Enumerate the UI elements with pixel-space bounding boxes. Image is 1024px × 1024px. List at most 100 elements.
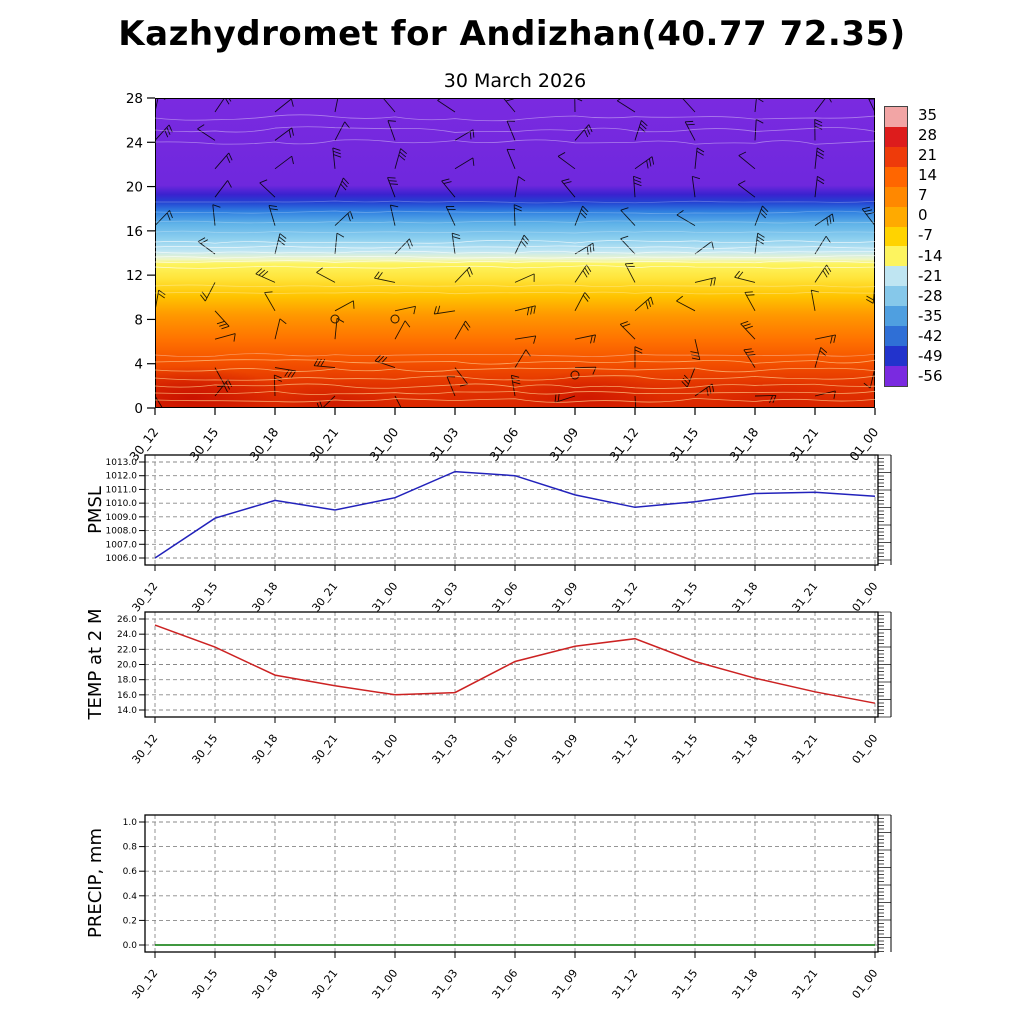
x-tick-label: 30_12 bbox=[129, 967, 160, 1001]
colorbar-segment bbox=[885, 167, 907, 187]
y-tick-label: 1013.0 bbox=[106, 458, 138, 468]
x-tick-label: 31_09 bbox=[549, 967, 580, 1001]
x-tick-label: 31_00 bbox=[369, 967, 400, 1001]
heatmap-y-tick-label: 24 bbox=[126, 135, 143, 151]
y-tick-label: 16.0 bbox=[117, 691, 137, 701]
colorbar-segment bbox=[885, 246, 907, 266]
x-tick-label: 30_21 bbox=[309, 967, 340, 1001]
x-tick-label: 31_18 bbox=[729, 967, 760, 1001]
heatmap-x-tick-label: 31_18 bbox=[726, 425, 761, 462]
colorbar-tick-label: -21 bbox=[918, 268, 943, 284]
pmsl-chart: 1013.0 1012.0 1011.0 1010.0 1009.0 1008.0 1007… bbox=[95, 447, 925, 632]
y-tick-label: 1008.0 bbox=[106, 527, 138, 537]
x-tick-label: 01_00 bbox=[849, 580, 880, 614]
x-tick-label: 31_18 bbox=[729, 580, 760, 614]
colorbar-tick-label: 35 bbox=[918, 107, 937, 123]
heatmap-x-tick-label: 31_12 bbox=[606, 425, 641, 462]
y-tick-label: 0.6 bbox=[123, 867, 138, 877]
temp2m-chart: 26.024.022.020.018.016.014.030_1230_1530… bbox=[95, 604, 925, 784]
x-tick-label: 31_12 bbox=[609, 580, 640, 614]
precip-axis-title: PRECIP, mm bbox=[85, 763, 107, 1003]
pmsl-line bbox=[155, 472, 875, 558]
x-tick-label: 01_00 bbox=[849, 967, 880, 1001]
x-tick-label: 31_15 bbox=[669, 732, 700, 766]
y-tick-label: 18.0 bbox=[117, 676, 137, 686]
y-tick-label: 1009.0 bbox=[106, 513, 138, 523]
colorbar-tick-label: -49 bbox=[918, 348, 943, 364]
y-tick-label: 26.0 bbox=[117, 615, 137, 625]
heatmap-y-tick-label: 0 bbox=[134, 401, 143, 417]
y-tick-label: 0.4 bbox=[123, 892, 138, 902]
y-tick-label: 1.0 bbox=[123, 818, 138, 828]
x-tick-label: 30_12 bbox=[129, 580, 160, 614]
y-tick-label: 1011.0 bbox=[106, 485, 138, 495]
heatmap-x-tick-label: 31_15 bbox=[666, 425, 701, 462]
y-tick-label: 0.0 bbox=[123, 941, 138, 951]
y-tick-label: 1010.0 bbox=[106, 499, 138, 509]
colorbar-segment bbox=[885, 306, 907, 326]
temp2m-axis-title: TEMP at 2 M bbox=[85, 544, 107, 784]
x-tick-label: 30_18 bbox=[249, 732, 280, 766]
x-tick-label: 31_12 bbox=[609, 732, 640, 766]
x-tick-label: 31_09 bbox=[549, 732, 580, 766]
x-tick-label: 30_15 bbox=[189, 580, 220, 614]
x-tick-label: 30_21 bbox=[309, 580, 340, 614]
colorbar-segment bbox=[885, 107, 907, 127]
x-tick-label: 31_12 bbox=[609, 967, 640, 1001]
x-tick-label: 31_18 bbox=[729, 732, 760, 766]
temperature-colorbar bbox=[884, 106, 908, 387]
colorbar-tick-label: 28 bbox=[918, 127, 937, 143]
y-tick-label: 14.0 bbox=[117, 706, 137, 716]
colorbar-segment bbox=[885, 127, 907, 147]
x-tick-label: 31_09 bbox=[549, 580, 580, 614]
x-tick-label: 30_21 bbox=[309, 732, 340, 766]
colorbar-segment bbox=[885, 187, 907, 207]
heatmap-y-tick-label: 8 bbox=[134, 312, 143, 328]
y-tick-label: 20.0 bbox=[117, 661, 137, 671]
heatmap-x-tick-label: 31_09 bbox=[546, 425, 581, 462]
heatmap-x-tick-label: 31_06 bbox=[486, 425, 521, 462]
colorbar-tick-label: -28 bbox=[918, 288, 943, 304]
x-tick-label: 31_03 bbox=[429, 732, 460, 766]
x-tick-label: 31_00 bbox=[369, 732, 400, 766]
colorbar-tick-label: -56 bbox=[918, 368, 943, 384]
heatmap-y-tick-label: 4 bbox=[134, 357, 143, 373]
x-tick-label: 31_03 bbox=[429, 580, 460, 614]
y-tick-label: 22.0 bbox=[117, 645, 137, 655]
colorbar-tick-label: -35 bbox=[918, 308, 943, 324]
colorbar-segment bbox=[885, 147, 907, 167]
x-tick-label: 31_15 bbox=[669, 967, 700, 1001]
heatmap-x-tick-label: 01_00 bbox=[846, 425, 881, 462]
y-tick-label: 0.2 bbox=[123, 916, 137, 926]
colorbar-segment bbox=[885, 266, 907, 286]
plot-box bbox=[145, 455, 878, 565]
colorbar-tick-label: 14 bbox=[918, 167, 937, 183]
heatmap-x-tick-label: 30_12 bbox=[126, 425, 161, 462]
heatmap-x-tick-label: 31_03 bbox=[426, 425, 461, 462]
colorbar-tick-label: 7 bbox=[918, 187, 928, 203]
x-tick-label: 31_21 bbox=[789, 967, 820, 1001]
colorbar-tick-label: -14 bbox=[918, 248, 943, 264]
x-tick-label: 30_18 bbox=[249, 580, 280, 614]
date-subtitle: 30 March 2026 bbox=[155, 70, 875, 92]
heatmap-x-tick-label: 30_21 bbox=[306, 425, 341, 462]
x-tick-label: 30_18 bbox=[249, 967, 280, 1001]
colorbar-tick-label: 0 bbox=[918, 207, 928, 223]
y-tick-label: 1007.0 bbox=[106, 540, 138, 550]
y-tick-label: 24.0 bbox=[117, 630, 137, 640]
heatmap-y-tick-label: 16 bbox=[126, 224, 143, 240]
temperature-height-heatmap bbox=[155, 98, 875, 408]
y-tick-label: 1012.0 bbox=[106, 472, 138, 482]
x-tick-label: 30_12 bbox=[129, 732, 160, 766]
colorbar-tick-label: -42 bbox=[918, 328, 943, 344]
y-tick-label: 0.8 bbox=[123, 843, 138, 853]
meteogram-page: Kazhydromet for Andizhan(40.77 72.35) 30… bbox=[0, 0, 1024, 1024]
x-tick-label: 31_06 bbox=[489, 967, 520, 1001]
x-tick-label: 31_15 bbox=[669, 580, 700, 614]
x-tick-label: 31_06 bbox=[489, 580, 520, 614]
colorbar-tick-label: -7 bbox=[918, 227, 933, 243]
heatmap-x-tick-label: 30_18 bbox=[246, 425, 281, 462]
heatmap-x-tick-label: 31_21 bbox=[786, 425, 821, 462]
colorbar-segment bbox=[885, 366, 907, 386]
x-tick-label: 01_00 bbox=[849, 732, 880, 766]
